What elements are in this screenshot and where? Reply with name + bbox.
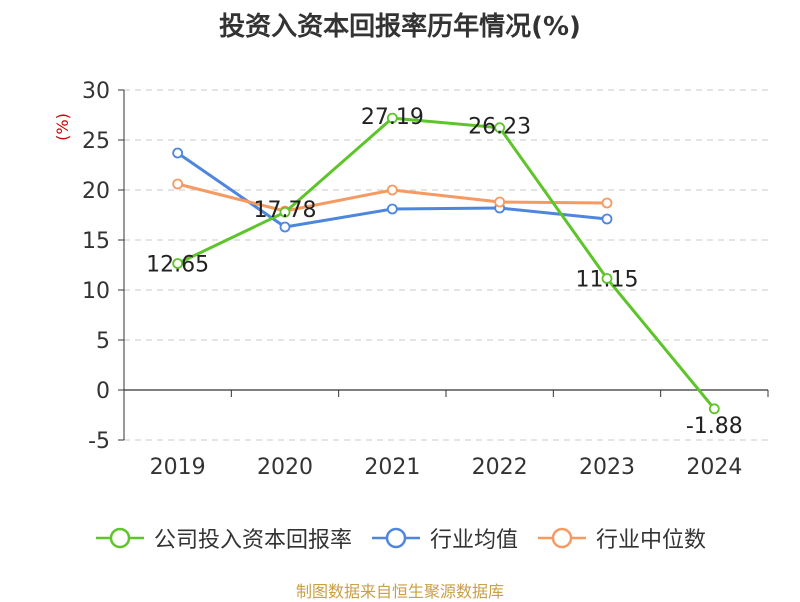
y-tick-label: 5 — [96, 329, 110, 354]
data-label: 17.78 — [254, 198, 317, 223]
source-note: 制图数据来自恒生聚源数据库 — [295, 582, 504, 601]
legend-item[interactable]: 行业均值 — [370, 522, 518, 554]
y-tick-label: -5 — [88, 429, 110, 454]
data-point — [386, 203, 398, 215]
data-label: -1.88 — [686, 414, 743, 439]
data-point — [494, 122, 506, 134]
x-tick-label: 2021 — [364, 455, 420, 480]
data-point — [172, 178, 184, 190]
data-point — [601, 197, 613, 209]
data-point — [494, 196, 506, 208]
data-label-layer: 12.65 17.78 27.19 26.23 11.15 -1.88 — [146, 105, 743, 439]
y-tick-label: 15 — [82, 229, 110, 254]
data-label: 26.23 — [468, 115, 531, 140]
y-tick-label: 25 — [82, 129, 110, 154]
legend-label: 行业中位数 — [596, 528, 707, 553]
chart-title: 投资入资本回报率历年情况(%) — [219, 12, 581, 42]
legend-line-marker-icon — [538, 527, 586, 549]
x-tick-label: 2024 — [686, 455, 742, 480]
y-tick-label: 20 — [82, 179, 110, 204]
data-point — [279, 206, 291, 218]
legend-item[interactable]: 公司投入资本回报率 — [94, 522, 352, 554]
legend-line-marker-icon — [371, 527, 420, 549]
data-point — [172, 258, 184, 269]
data-point — [172, 147, 184, 159]
x-tick-label: 2023 — [579, 455, 635, 480]
data-label: 27.19 — [361, 105, 424, 130]
x-tick-label: 2022 — [472, 455, 528, 480]
legend-label: 行业均值 — [429, 528, 518, 553]
y-tick-label: 0 — [96, 379, 110, 404]
y-axis-label: (%) — [53, 113, 72, 141]
data-point — [708, 403, 720, 415]
data-label: 12.65 — [146, 253, 209, 278]
series-layer — [172, 112, 720, 415]
data-point — [601, 273, 613, 284]
data-point — [279, 221, 291, 233]
legend-item[interactable]: 行业中位数 — [536, 522, 706, 554]
data-point — [386, 112, 398, 124]
x-tick-label: 2020 — [257, 455, 313, 480]
y-tick-label: 10 — [82, 279, 110, 304]
legend: 公司投入资本回报率 行业均值 行业中位数 — [0, 520, 800, 556]
grid-layer — [124, 89, 768, 441]
data-point — [386, 184, 398, 196]
data-label: 11.15 — [576, 268, 639, 293]
y-tick-label: 30 — [82, 79, 110, 104]
data-point — [601, 213, 613, 225]
x-tick-label: 2019 — [150, 455, 206, 480]
axis-layer: 30 25 20 15 10 5 0 -5 2019 2020 2021 2022 2023 2024 (%… — [53, 79, 769, 480]
series-line — [177, 116, 716, 410]
legend-label: 公司投入资本回报率 — [153, 528, 352, 553]
legend-line-marker-icon — [95, 527, 144, 549]
